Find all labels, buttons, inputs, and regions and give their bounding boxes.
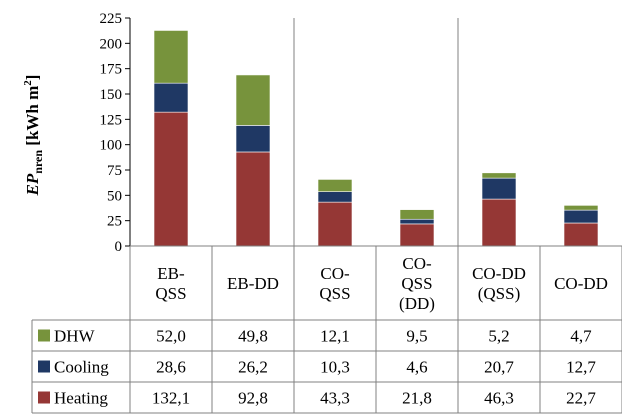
y-tick-label: 150	[100, 87, 123, 103]
y-axis-title-main: EP	[23, 173, 42, 196]
x-category-label: CO-	[320, 264, 350, 283]
y-tick-label: 25	[107, 214, 122, 230]
bar-dhw-0	[153, 30, 189, 84]
table-cell-heating: 92,8	[238, 389, 268, 408]
bar-cooling-5	[563, 209, 599, 224]
bar-heating-2	[317, 201, 353, 247]
bar-dhw-2	[317, 179, 353, 192]
legend-swatch-cooling	[38, 360, 50, 373]
bar-heating-3	[399, 223, 435, 247]
bar-cooling-0	[153, 82, 189, 113]
y-axis-ticks: 0 25 50 75 100 125 150 175 200 225	[100, 11, 130, 255]
table-cell-cooling: 26,2	[238, 358, 268, 377]
bar-cooling-4	[481, 177, 517, 200]
y-tick-label: 200	[100, 36, 123, 52]
table-cell-cooling: 12,7	[566, 358, 596, 377]
y-tick-label: 175	[100, 62, 123, 78]
bar-dhw-3	[399, 209, 435, 220]
x-category-label: CO-DD	[554, 274, 608, 293]
legend-label-heating: Heating	[54, 389, 108, 408]
x-category-label: QSS	[401, 274, 432, 293]
y-tick-label: 125	[100, 112, 123, 128]
y-tick-label: 75	[107, 163, 122, 179]
bar-heating-5	[563, 222, 599, 247]
y-tick-label: 50	[107, 188, 122, 204]
bar-dhw-5	[563, 205, 599, 211]
y-axis-title-sub: nren	[31, 150, 45, 174]
x-category-label: EB-	[157, 264, 185, 283]
table-cell-dhw: 52,0	[156, 327, 186, 346]
table-cell-dhw: 12,1	[320, 327, 350, 346]
x-category-label: QSS	[155, 284, 186, 303]
legend-label-cooling: Cooling	[54, 358, 109, 377]
bar-stacks	[153, 30, 599, 247]
table-cell-cooling: 10,3	[320, 358, 350, 377]
table-cell-heating: 46,3	[484, 389, 514, 408]
bar-heating-1	[235, 151, 271, 247]
table-cell-heating: 21,8	[402, 389, 432, 408]
y-axis-title-unit-close: ]	[23, 75, 42, 81]
svg-text:EPnren [kWh m2]: EPnren [kWh m2]	[22, 75, 45, 197]
x-category-label: (DD)	[399, 294, 435, 313]
legend-swatch-dhw	[38, 329, 50, 342]
bar-heating-0	[153, 111, 189, 247]
table-cell-heating: 132,1	[152, 389, 190, 408]
table-cell-heating: 43,3	[320, 389, 350, 408]
bar-dhw-4	[481, 172, 517, 179]
legend-label-dhw: DHW	[54, 327, 96, 346]
x-category-label: (QSS)	[478, 284, 521, 303]
x-category-label: EB-DD	[227, 274, 279, 293]
bar-cooling-1	[235, 125, 271, 153]
table-cell-cooling: 20,7	[484, 358, 514, 377]
table-cell-cooling: 28,6	[156, 358, 186, 377]
y-tick-label: 225	[100, 11, 123, 27]
x-category-label: CO-DD	[472, 264, 526, 283]
chart-frame	[129, 18, 459, 246]
bar-cooling-2	[317, 191, 353, 203]
y-tick-label: 100	[100, 138, 123, 154]
table-cell-dhw: 9,5	[406, 327, 427, 346]
bar-dhw-1	[235, 74, 271, 126]
y-axis-title-unit-sup: 2	[22, 80, 34, 86]
y-axis-title: EPnren [kWh m2]	[22, 75, 45, 197]
data-table: EB-QSSEB-DDCO-QSSCO-QSS(DD)CO-DD(QSS)CO-…	[31, 245, 622, 414]
table-cell-dhw: 4,7	[570, 327, 592, 346]
x-category-label: QSS	[319, 284, 350, 303]
bar-cooling-3	[399, 218, 435, 225]
y-axis-title-unit: [kWh m	[23, 86, 42, 146]
legend-swatch-heating	[38, 391, 50, 404]
table-cell-cooling: 4,6	[406, 358, 427, 377]
bar-heating-4	[481, 198, 517, 247]
y-tick-label: 0	[115, 239, 123, 255]
table-cell-dhw: 5,2	[488, 327, 509, 346]
table-cell-heating: 22,7	[566, 389, 596, 408]
table-cell-dhw: 49,8	[238, 327, 268, 346]
x-category-label: CO-	[402, 254, 432, 273]
